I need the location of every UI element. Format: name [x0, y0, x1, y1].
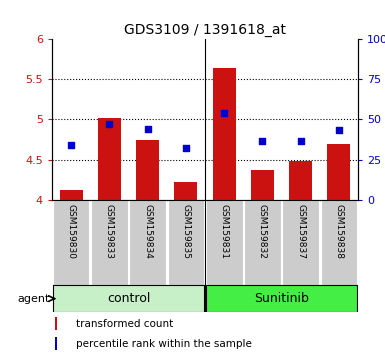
Bar	[289, 161, 312, 200]
Bar	[136, 139, 159, 200]
Point	[68, 142, 74, 148]
Text: GSM159830: GSM159830	[67, 204, 75, 259]
Text: GSM159831: GSM159831	[219, 204, 229, 259]
Text: agent: agent	[18, 293, 50, 304]
Point	[336, 127, 342, 133]
Bar	[174, 182, 198, 200]
Bar	[206, 200, 243, 285]
Point	[298, 138, 304, 144]
Bar	[251, 170, 274, 200]
Point	[221, 110, 227, 116]
Bar	[213, 68, 236, 200]
Text: GSM159833: GSM159833	[105, 204, 114, 259]
Bar	[53, 200, 89, 285]
Bar	[282, 200, 319, 285]
Text: Sunitinib: Sunitinib	[254, 292, 309, 305]
Text: GSM159837: GSM159837	[296, 204, 305, 259]
Point	[144, 126, 151, 132]
Point	[106, 121, 112, 126]
Text: GSM159838: GSM159838	[335, 204, 343, 259]
Bar	[60, 189, 82, 200]
Text: GSM159832: GSM159832	[258, 204, 267, 259]
Point	[259, 138, 266, 144]
Text: GSM159835: GSM159835	[181, 204, 191, 259]
Bar	[98, 118, 121, 200]
Bar	[321, 200, 357, 285]
Bar	[206, 285, 357, 312]
Point	[183, 145, 189, 150]
Text: percentile rank within the sample: percentile rank within the sample	[77, 339, 252, 349]
Bar	[167, 200, 204, 285]
Text: GSM159834: GSM159834	[143, 204, 152, 259]
Bar	[53, 285, 204, 312]
Bar	[55, 317, 57, 330]
Bar	[55, 337, 57, 350]
Bar	[244, 200, 281, 285]
Title: GDS3109 / 1391618_at: GDS3109 / 1391618_at	[124, 23, 286, 36]
Text: control: control	[107, 292, 150, 305]
Text: transformed count: transformed count	[77, 319, 174, 329]
Bar	[129, 200, 166, 285]
Bar	[91, 200, 128, 285]
Bar	[327, 144, 350, 200]
